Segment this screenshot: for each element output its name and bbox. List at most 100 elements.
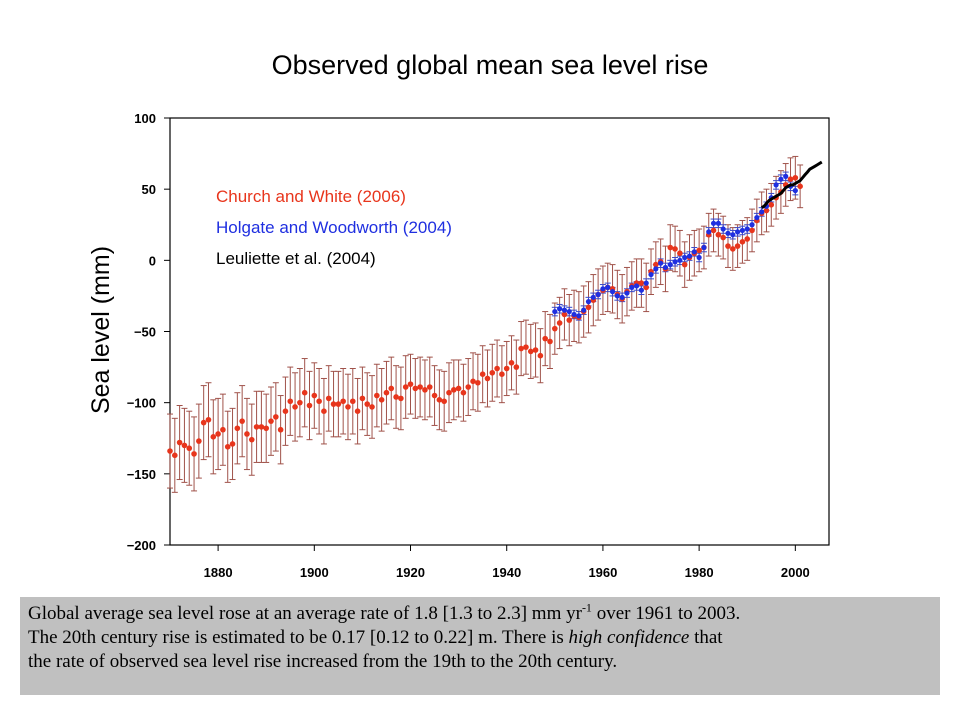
point-church-white bbox=[229, 441, 236, 447]
point-church-white bbox=[460, 389, 467, 396]
series-leuliette-line bbox=[760, 160, 823, 209]
point-church-white bbox=[431, 392, 438, 399]
point-holgate bbox=[600, 286, 606, 292]
point-church-white bbox=[532, 347, 539, 353]
point-holgate bbox=[643, 280, 649, 286]
point-holgate bbox=[744, 226, 750, 232]
point-church-white bbox=[335, 401, 342, 407]
point-church-white bbox=[653, 261, 659, 268]
y-tick-label: −100 bbox=[127, 396, 156, 411]
point-holgate bbox=[638, 287, 645, 293]
point-church-white bbox=[527, 348, 534, 355]
error-bars bbox=[167, 155, 804, 493]
x-tick-label: 1900 bbox=[300, 565, 329, 580]
point-church-white bbox=[402, 384, 409, 390]
point-church-white bbox=[422, 387, 428, 393]
point-church-white bbox=[749, 227, 755, 234]
point-church-white bbox=[561, 311, 568, 318]
point-church-white bbox=[537, 352, 544, 359]
point-holgate bbox=[566, 308, 572, 315]
point-holgate bbox=[773, 182, 779, 188]
point-church-white bbox=[215, 431, 221, 437]
point-church-white bbox=[407, 381, 414, 387]
point-holgate bbox=[715, 220, 721, 226]
point-holgate bbox=[696, 254, 702, 261]
x-tick-label: 1880 bbox=[204, 565, 233, 580]
point-holgate bbox=[783, 173, 789, 179]
point-holgate bbox=[667, 262, 673, 268]
point-church-white bbox=[417, 384, 423, 390]
point-church-white bbox=[552, 325, 558, 332]
sea-level-chart: 100 50 0 −50 −100 −150 −200 1880 1900 1920 1940 19… bbox=[87, 111, 830, 580]
point-church-white bbox=[499, 371, 505, 378]
point-church-white bbox=[378, 397, 385, 403]
point-church-white bbox=[258, 424, 265, 430]
point-church-white bbox=[186, 445, 193, 452]
point-church-white bbox=[768, 202, 775, 208]
point-church-white bbox=[359, 395, 366, 402]
point-holgate bbox=[686, 253, 693, 259]
point-holgate bbox=[677, 257, 683, 263]
point-church-white bbox=[489, 369, 496, 376]
point-church-white bbox=[484, 375, 491, 382]
point-church-white bbox=[455, 385, 462, 392]
point-church-white bbox=[239, 418, 245, 424]
point-church-white bbox=[369, 404, 375, 410]
point-church-white bbox=[181, 442, 188, 449]
point-church-white bbox=[253, 424, 260, 430]
point-holgate bbox=[701, 244, 707, 251]
point-church-white bbox=[412, 385, 419, 392]
y-axis-label: Sea level (mm) bbox=[87, 246, 115, 414]
point-church-white bbox=[205, 416, 212, 423]
point-church-white bbox=[585, 304, 592, 311]
point-church-white bbox=[234, 425, 241, 432]
point-church-white bbox=[277, 426, 284, 433]
point-church-white bbox=[340, 398, 346, 405]
point-holgate bbox=[633, 283, 640, 289]
point-holgate bbox=[581, 307, 587, 313]
point-church-white bbox=[426, 384, 433, 390]
point-church-white bbox=[349, 398, 356, 405]
point-church-white bbox=[715, 231, 722, 238]
point-church-white bbox=[345, 404, 351, 410]
point-church-white bbox=[374, 392, 380, 399]
caption-line2: The 20th century rise is estimated to be… bbox=[28, 627, 569, 648]
point-church-white bbox=[667, 244, 674, 251]
caption-line1-end: over 1961 to 2003. bbox=[591, 603, 741, 624]
page-title: Observed global mean sea level rise bbox=[271, 50, 709, 80]
point-holgate bbox=[662, 264, 669, 271]
point-church-white bbox=[297, 399, 303, 406]
y-axis: 100 50 0 −50 −100 −150 −200 bbox=[127, 111, 170, 553]
point-church-white bbox=[210, 434, 217, 440]
point-church-white bbox=[263, 425, 270, 432]
x-tick-label: 1940 bbox=[492, 565, 521, 580]
point-holgate bbox=[672, 259, 678, 265]
point-church-white bbox=[739, 239, 746, 245]
point-church-white bbox=[301, 389, 308, 396]
point-holgate bbox=[552, 308, 558, 315]
point-holgate bbox=[590, 294, 596, 300]
point-church-white bbox=[475, 379, 481, 386]
point-holgate bbox=[619, 294, 625, 300]
y-tick-label: 50 bbox=[142, 182, 156, 197]
point-church-white bbox=[167, 448, 173, 454]
point-church-white bbox=[451, 387, 457, 393]
point-church-white bbox=[677, 250, 683, 257]
point-church-white bbox=[311, 392, 318, 399]
point-church-white bbox=[172, 452, 178, 459]
point-church-white bbox=[787, 176, 794, 183]
x-tick-label: 1920 bbox=[396, 565, 425, 580]
point-church-white bbox=[465, 384, 472, 390]
point-church-white bbox=[176, 439, 183, 446]
point-holgate bbox=[595, 291, 601, 298]
point-church-white bbox=[643, 284, 650, 291]
point-church-white bbox=[470, 378, 476, 385]
point-church-white bbox=[200, 419, 207, 426]
y-tick-label: −50 bbox=[134, 325, 156, 340]
point-church-white bbox=[763, 207, 770, 214]
caption-line3: the rate of observed sea level rise incr… bbox=[28, 651, 618, 672]
point-holgate bbox=[739, 227, 746, 234]
point-church-white bbox=[638, 280, 645, 286]
point-holgate bbox=[585, 299, 592, 305]
point-holgate bbox=[792, 187, 798, 194]
